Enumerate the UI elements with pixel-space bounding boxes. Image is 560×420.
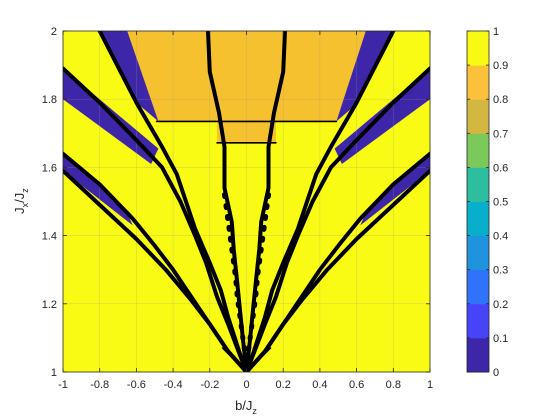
colorbar-tick-label-1: 0.1 [493,333,508,345]
region-top-plateau-0 [127,31,366,143]
boundary-curve-14 [221,347,272,372]
region-band-1 [99,31,159,122]
colorbar-tick-label-9: 0.9 [493,60,508,72]
colorbar-tick-label-4: 0.4 [493,231,508,243]
x-tick-label-6: 0.2 [276,379,291,391]
boundary-curves [63,31,430,372]
boundary-curve-3 [245,192,271,354]
y-tick-label-5: 2 [51,26,57,38]
colorbar-level-0 [467,337,489,373]
y-tick-label-4: 1.8 [42,94,57,106]
colorbar-tick-label-7: 0.7 [493,128,508,140]
colorbar-level-3 [467,235,489,271]
x-tick-label-10: 1 [427,379,433,391]
grid-lines [63,31,430,372]
colorbar-level-2 [467,269,489,305]
colorbar-tick-label-8: 0.8 [493,94,508,106]
region-band-2 [336,31,394,122]
colorbar-level-7 [467,99,489,134]
boundary-curve-7 [244,66,430,372]
x-tick-label-0: -1 [58,379,68,391]
x-tick-label-3: -0.4 [164,379,183,391]
colorbar [467,31,489,373]
x-tick-label-8: 0.6 [349,379,364,391]
boundary-curve-6 [63,66,249,372]
x-tick-label-9: 0.8 [386,379,401,391]
x-axis-label: b/Jz [235,398,257,416]
y-tick-label-0: 1 [51,367,57,379]
y-tick-label-3: 1.6 [42,162,57,174]
y-axis-label: Jx/Jz [12,188,30,214]
boundary-curve-2 [222,192,248,354]
x-tick-label-5: 0 [243,379,249,391]
colorbar-level-8 [467,65,489,100]
y-tick-label-2: 1.4 [42,231,57,243]
x-axis-ticks: -1 -0.8 -0.6 -0.4 -0.2 0 0.2 0.4 0.6 0.8 1 [58,31,433,391]
x-tick-label-1: -0.8 [90,379,109,391]
boundary-curve-10 [63,168,249,372]
colorbar-tick-label-10: 1 [493,26,499,38]
colorbar-frame [466,30,490,373]
colorbar-level-5 [467,167,489,202]
colorbar-tick-label-5: 0.5 [493,197,508,209]
colorbar-tick-label-2: 0.2 [493,299,508,311]
y-axis-ticks: 1 1.2 1.4 1.6 1.8 2 [42,26,430,379]
region-band-6 [360,153,430,226]
x-tick-label-4: -0.2 [200,379,219,391]
colorbar-level-9 [467,31,489,66]
colorbar-level-1 [467,303,489,339]
boundary-curve-11 [244,168,430,372]
colorbar-tick-label-3: 0.3 [493,265,508,277]
colorbar-level-4 [467,201,489,237]
colorbar-tick-label-6: 0.6 [493,162,508,174]
colorbar-level-6 [467,133,489,168]
colorbar-tick-label-0: 0 [493,367,499,379]
y-tick-label-1: 1.2 [42,299,57,311]
x-tick-label-7: 0.4 [312,379,327,391]
colorbar-ticks: 0 0.1 0.2 0.3 0.4 0.5 0.6 0.7 0.8 0.9 1 [467,26,508,379]
x-tick-label-2: -0.6 [127,379,146,391]
region-band-5 [63,153,133,226]
